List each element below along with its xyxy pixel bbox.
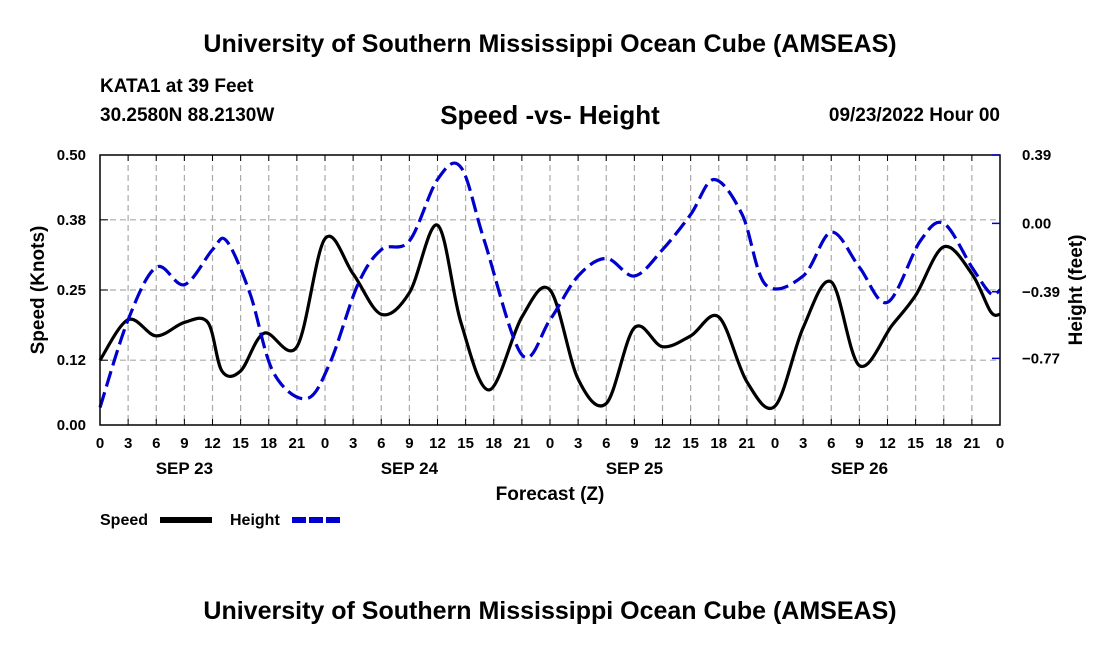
x-tick-label: 18: [485, 435, 502, 452]
series-lines: [98, 161, 1001, 410]
x-tick-label: 3: [349, 435, 357, 452]
y-tick-label: 0.50: [57, 147, 86, 164]
x-tick-label: 18: [935, 435, 952, 452]
x-tick-label: 12: [654, 435, 671, 452]
x-tick-label: 0: [546, 435, 554, 452]
day-label: SEP 26: [831, 459, 888, 478]
x-tick-label: 18: [260, 435, 277, 452]
x-tick-label: 15: [232, 435, 249, 452]
series-line-height: [98, 161, 1001, 408]
x-tick-label: 3: [574, 435, 582, 452]
x-tick-label: 21: [964, 435, 981, 452]
footer-title: University of Southern Mississippi Ocean…: [203, 597, 897, 625]
grid-lines: [100, 155, 1000, 425]
x-tick-label: 6: [377, 435, 385, 452]
x-tick-label: 3: [799, 435, 807, 452]
legend: Speed Height: [100, 512, 342, 529]
day-label: SEP 25: [606, 459, 663, 478]
y-axis-label: Speed (Knots): [28, 226, 49, 355]
chart-subtitle: Speed -vs- Height: [440, 100, 660, 130]
forecast-datetime: 09/23/2022 Hour 00: [828, 105, 1000, 126]
x-tick-label: 6: [827, 435, 835, 452]
x-tick-label: 0: [321, 435, 329, 452]
legend-label-speed: Speed: [100, 512, 148, 529]
chart-main-title: University of Southern Mississippi Ocean…: [203, 30, 897, 58]
x-tick-label: 21: [739, 435, 756, 452]
x-tick-label: 9: [855, 435, 863, 452]
y-tick-label: 0.25: [57, 282, 86, 299]
series-line-speed: [98, 223, 1001, 410]
y2-tick-label: −0.77: [1022, 350, 1060, 367]
x-tick-label: 0: [96, 435, 104, 452]
x-tick-label: 9: [405, 435, 413, 452]
y2-tick-label: 0.00: [1022, 215, 1051, 232]
x-tick-label: 12: [429, 435, 446, 452]
x-tick-label: 9: [630, 435, 638, 452]
day-label: SEP 24: [381, 459, 439, 478]
legend-label-height: Height: [230, 512, 280, 529]
x-tick-label: 15: [682, 435, 699, 452]
x-tick-label: 12: [204, 435, 221, 452]
station-coordinates: 30.2580N 88.2130W: [100, 105, 275, 126]
x-tick-label: 21: [514, 435, 531, 452]
axes: 0 3 6 9 12 15 18 21 0 3 6 9 12 15 18 21 0 3 6 9 12 15 18 21 0 3 6 9…: [57, 147, 1060, 478]
x-tick-label: 0: [771, 435, 779, 452]
x-tick-label: 6: [602, 435, 610, 452]
station-name: KATA1 at 39 Feet: [100, 76, 254, 97]
y2-axis-label: Height (feet): [1066, 235, 1087, 346]
day-label: SEP 23: [156, 459, 213, 478]
x-tick-label: 6: [152, 435, 160, 452]
x-tick-label: 18: [710, 435, 727, 452]
x-tick-label: 21: [289, 435, 306, 452]
y2-tick-label: 0.39: [1022, 147, 1051, 164]
x-axis-label: Forecast (Z): [496, 484, 605, 505]
y-tick-label: 0.38: [57, 212, 86, 229]
x-tick-label: 15: [457, 435, 474, 452]
y-tick-label: 0.00: [57, 417, 86, 434]
x-tick-label: 3: [124, 435, 132, 452]
y2-tick-label: −0.39: [1022, 284, 1060, 301]
x-tick-label: 15: [907, 435, 924, 452]
x-tick-label: 0: [996, 435, 1004, 452]
x-tick-label: 12: [879, 435, 896, 452]
x-tick-label: 9: [180, 435, 188, 452]
y-tick-label: 0.12: [57, 352, 86, 369]
